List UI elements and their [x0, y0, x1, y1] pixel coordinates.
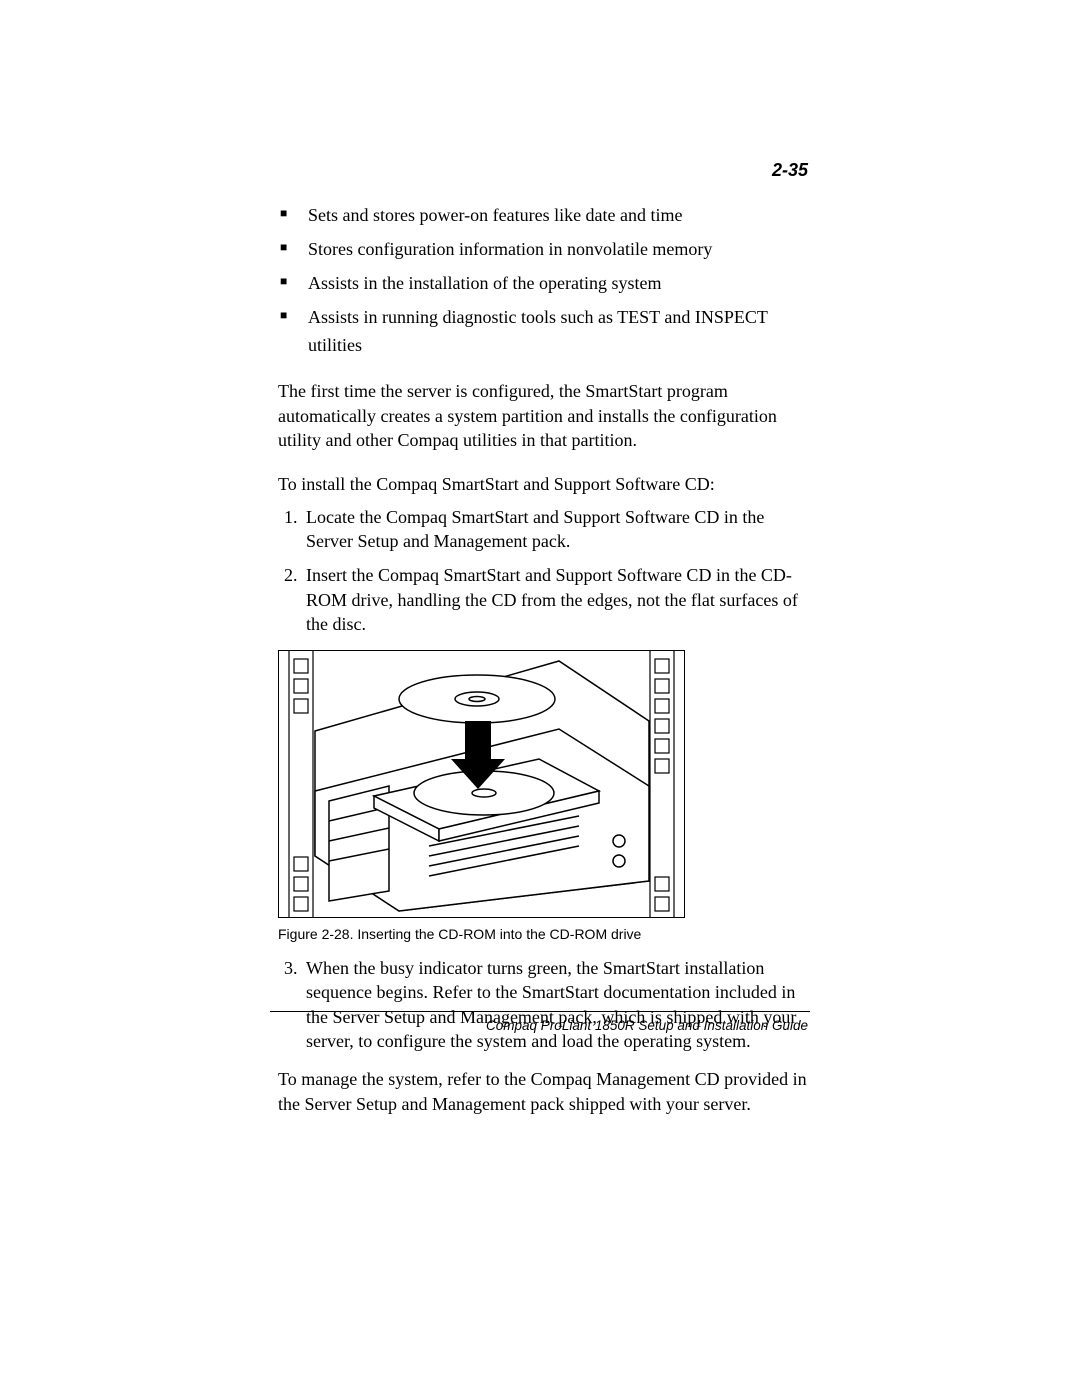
step-item: Insert the Compaq SmartStart and Support… — [302, 563, 808, 636]
install-steps-part-a: Locate the Compaq SmartStart and Support… — [278, 505, 808, 636]
bullet-item: Assists in running diagnostic tools such… — [278, 304, 808, 360]
paragraph: To install the Compaq SmartStart and Sup… — [278, 472, 808, 496]
figure-2-28 — [278, 650, 685, 918]
server-cd-illustration — [279, 651, 684, 917]
install-steps-part-b: When the busy indicator turns green, the… — [278, 956, 808, 1053]
step-item: Locate the Compaq SmartStart and Support… — [302, 505, 808, 554]
page-number: 2-35 — [772, 160, 808, 181]
paragraph: The first time the server is configured,… — [278, 379, 808, 452]
bullet-item: Sets and stores power-on features like d… — [278, 202, 808, 230]
footer-rule — [270, 1011, 810, 1012]
bullet-item: Stores configuration information in nonv… — [278, 236, 808, 264]
step-item: When the busy indicator turns green, the… — [302, 956, 808, 1053]
footer-guide-title: Compaq ProLiant 1850R Setup and Installa… — [486, 1018, 808, 1033]
content-area: Sets and stores power-on features like d… — [278, 202, 808, 1116]
paragraph: To manage the system, refer to the Compa… — [278, 1067, 808, 1116]
feature-bullet-list: Sets and stores power-on features like d… — [278, 202, 808, 359]
page-body: 2-35 Sets and stores power-on features l… — [278, 160, 808, 1136]
figure-caption: Figure 2-28. Inserting the CD-ROM into t… — [278, 926, 808, 942]
bullet-item: Assists in the installation of the opera… — [278, 270, 808, 298]
